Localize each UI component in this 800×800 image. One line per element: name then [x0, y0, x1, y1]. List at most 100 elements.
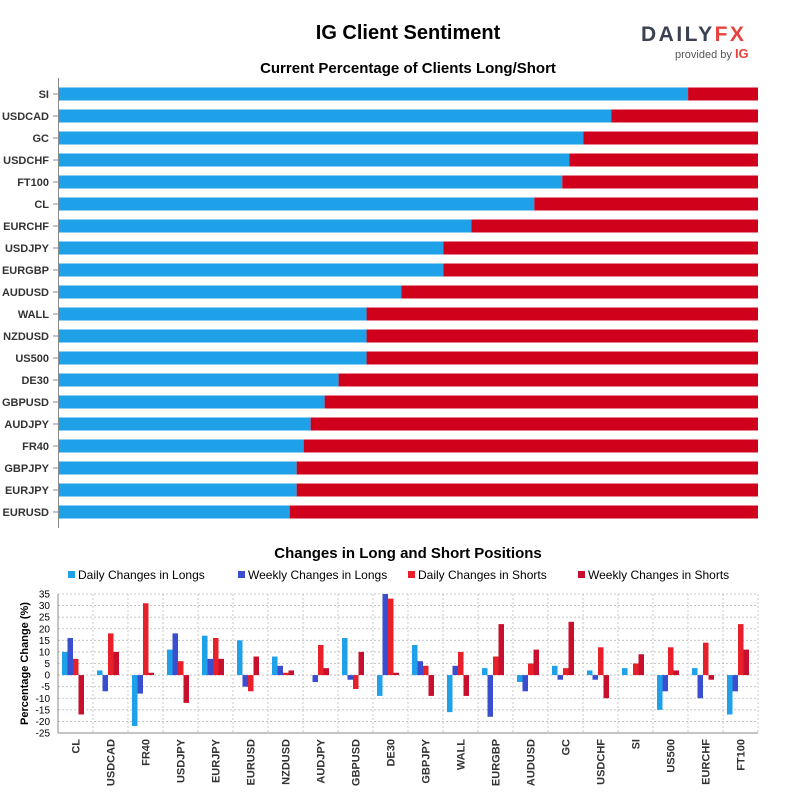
weekly-short-bar — [603, 675, 609, 699]
weekly-long-bar — [732, 675, 738, 692]
sentiment-tick-label: USDJPY — [5, 243, 50, 255]
long-bar — [59, 87, 689, 101]
daily-long-bar — [132, 675, 138, 727]
long-bar — [59, 373, 339, 387]
x-tick-label: DE30 — [386, 739, 398, 767]
weekly-short-bar — [358, 651, 364, 676]
y-tick-label: 25 — [39, 613, 51, 624]
y-axis-label: Percentage Change (%) — [19, 602, 31, 725]
long-bar — [59, 483, 297, 497]
sentiment-tick-label: NZDUSD — [3, 331, 49, 343]
short-bar — [366, 329, 758, 343]
x-tick-label: EURJPY — [211, 738, 223, 783]
long-bar — [59, 329, 367, 343]
x-tick-label: AUDUSD — [526, 739, 538, 786]
sentiment-tick-label: GBPJPY — [4, 463, 49, 475]
daily-short-bar — [178, 661, 184, 676]
daily-long-bar — [552, 665, 558, 676]
daily-short-bar — [703, 642, 709, 676]
weekly-long-bar — [277, 665, 283, 676]
daily-short-bar — [318, 644, 324, 676]
weekly-short-bar — [743, 649, 749, 676]
logo-provided-by: provided by IG — [675, 46, 749, 61]
daily-long-bar — [727, 675, 733, 715]
short-bar — [471, 219, 758, 233]
x-tick-label: FR40 — [141, 739, 153, 766]
legend-swatch — [238, 571, 245, 578]
x-tick-label: GBPUSD — [351, 739, 363, 786]
long-bar — [59, 197, 535, 211]
short-bar — [296, 461, 758, 475]
legend-label: Daily Changes in Longs — [78, 568, 205, 582]
sentiment-chart: SI USDCAD GC USDCHF FT100 CL EURCHF USDJPY EURGB… — [2, 78, 758, 528]
long-bar — [59, 417, 311, 431]
sentiment-tick-label: SI — [39, 89, 49, 101]
y-tick-label: 30 — [39, 601, 51, 612]
legend-swatch — [578, 571, 585, 578]
weekly-short-bar — [288, 670, 294, 676]
weekly-long-bar — [697, 675, 703, 699]
daily-short-bar — [388, 598, 394, 676]
weekly-short-bar — [253, 656, 259, 676]
weekly-short-bar — [113, 651, 119, 676]
daily-short-bar — [73, 658, 79, 676]
sentiment-chart-title: Current Percentage of Clients Long/Short — [260, 60, 556, 77]
x-tick-label: SI — [631, 739, 643, 749]
sentiment-tick-label: US500 — [15, 353, 49, 365]
weekly-long-bar — [557, 675, 563, 680]
chart-title: IG Client Sentiment — [315, 22, 501, 44]
weekly-short-bar — [568, 621, 574, 676]
short-bar — [324, 395, 758, 409]
weekly-short-bar — [183, 675, 189, 703]
dailyfx-logo: DAILYFX provided by IG — [641, 24, 751, 64]
logo-sub-text: provided by — [675, 49, 732, 61]
weekly-short-bar — [393, 672, 399, 676]
legend-swatch — [408, 571, 415, 578]
long-bar — [59, 131, 584, 145]
x-tick-label: US500 — [666, 739, 678, 773]
short-bar — [583, 131, 758, 145]
y-tick-label: 10 — [39, 647, 51, 658]
long-bar — [59, 307, 367, 321]
x-tick-label: USDJPY — [176, 738, 188, 783]
legend-weekly-shorts: Weekly Changes in Shorts — [578, 568, 729, 582]
long-bar — [59, 263, 444, 277]
weekly-long-bar — [452, 665, 458, 676]
x-tick-label: NZDUSD — [281, 739, 293, 785]
weekly-short-bar — [148, 672, 154, 676]
daily-long-bar — [517, 675, 523, 683]
y-tick-label: -10 — [36, 694, 51, 705]
long-bar — [59, 241, 444, 255]
y-tick-label: -15 — [36, 705, 51, 716]
weekly-long-bar — [207, 658, 213, 676]
short-bar — [366, 307, 758, 321]
long-bar — [59, 395, 325, 409]
x-tick-label: FT100 — [736, 739, 748, 771]
weekly-short-bar — [218, 658, 224, 676]
weekly-long-bar — [347, 675, 353, 680]
daily-long-bar — [377, 675, 383, 696]
daily-long-bar — [482, 668, 488, 676]
daily-long-bar — [272, 656, 278, 676]
y-tick-label: -25 — [36, 729, 51, 740]
x-tick-label: USDCAD — [106, 739, 118, 786]
daily-short-bar — [353, 675, 359, 689]
legend-weekly-longs: Weekly Changes in Longs — [238, 568, 387, 582]
long-bar — [59, 505, 290, 519]
short-bar — [338, 373, 758, 387]
long-bar — [59, 219, 472, 233]
logo-ig-brand: IG — [734, 46, 749, 61]
weekly-short-bar — [498, 624, 504, 676]
daily-short-bar — [248, 675, 254, 692]
sentiment-tick-label: EURCHF — [3, 221, 49, 233]
legend-daily-longs: Daily Changes in Longs — [68, 568, 205, 582]
sentiment-tick-label: USDCAD — [2, 111, 49, 123]
weekly-short-bar — [78, 675, 84, 715]
weekly-long-bar — [522, 675, 528, 692]
x-tick-label: CL — [71, 739, 83, 754]
sentiment-tick-label: EURJPY — [5, 485, 50, 497]
weekly-long-bar — [592, 675, 598, 680]
sentiment-tick-label: CL — [34, 199, 49, 211]
sentiment-tick-label: FT100 — [17, 177, 49, 189]
y-tick-label: 15 — [39, 636, 51, 647]
